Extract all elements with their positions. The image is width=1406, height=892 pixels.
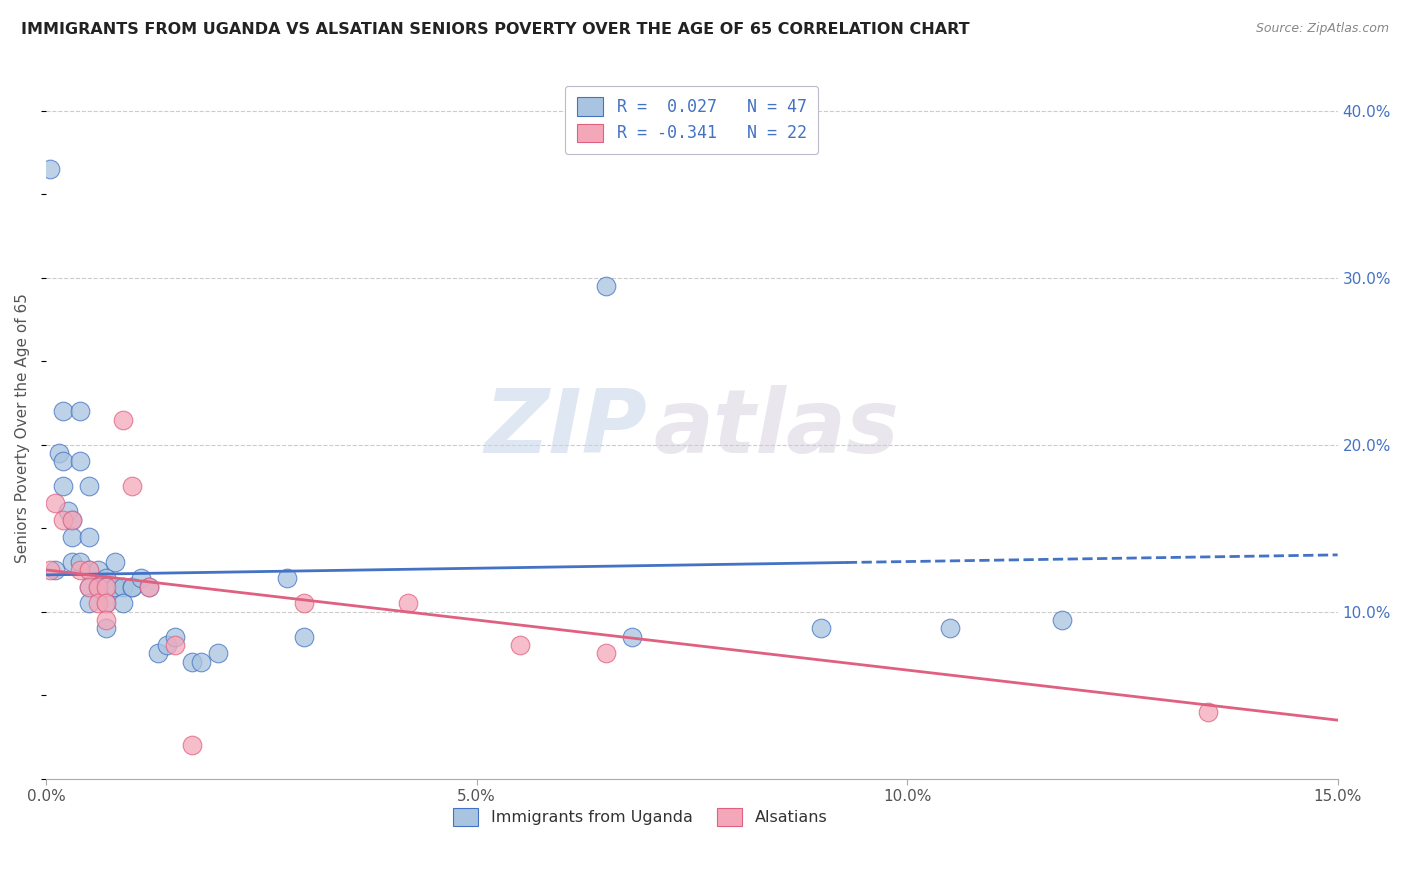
Point <box>181 738 204 752</box>
Point <box>810 621 832 635</box>
Point <box>620 630 643 644</box>
Point <box>165 638 187 652</box>
Point <box>112 596 135 610</box>
Point <box>181 655 204 669</box>
Point <box>1198 705 1220 719</box>
Point <box>69 404 91 418</box>
Point <box>86 596 108 610</box>
Point <box>190 655 212 669</box>
Point <box>138 580 160 594</box>
Point <box>77 580 100 594</box>
Point <box>165 630 187 644</box>
Point <box>96 580 118 594</box>
Point <box>69 563 91 577</box>
Text: atlas: atlas <box>652 384 898 472</box>
Point <box>104 580 127 594</box>
Point <box>595 646 617 660</box>
Point <box>396 596 419 610</box>
Point <box>96 580 118 594</box>
Text: Source: ZipAtlas.com: Source: ZipAtlas.com <box>1256 22 1389 36</box>
Point <box>52 454 75 468</box>
Point <box>292 596 315 610</box>
Point <box>96 596 118 610</box>
Point <box>77 580 100 594</box>
Point <box>56 504 79 518</box>
Point <box>96 613 118 627</box>
Point <box>104 555 127 569</box>
Point <box>60 555 83 569</box>
Point <box>292 630 315 644</box>
Point <box>86 580 108 594</box>
Point <box>276 571 298 585</box>
Point <box>60 529 83 543</box>
Text: ZIP: ZIP <box>484 384 647 472</box>
Point <box>77 596 100 610</box>
Point <box>77 479 100 493</box>
Point <box>52 479 75 493</box>
Legend: Immigrants from Uganda, Alsatians: Immigrants from Uganda, Alsatians <box>444 800 835 834</box>
Point <box>96 571 118 585</box>
Point <box>104 580 127 594</box>
Point <box>44 563 66 577</box>
Point <box>52 404 75 418</box>
Text: IMMIGRANTS FROM UGANDA VS ALSATIAN SENIORS POVERTY OVER THE AGE OF 65 CORRELATIO: IMMIGRANTS FROM UGANDA VS ALSATIAN SENIO… <box>21 22 970 37</box>
Point <box>121 479 143 493</box>
Point <box>86 563 108 577</box>
Point <box>39 162 62 177</box>
Point <box>96 621 118 635</box>
Point <box>509 638 531 652</box>
Point <box>60 513 83 527</box>
Point <box>77 529 100 543</box>
Point <box>44 496 66 510</box>
Point <box>112 580 135 594</box>
Point <box>138 580 160 594</box>
Point <box>48 446 70 460</box>
Point <box>121 580 143 594</box>
Point <box>96 596 118 610</box>
Point <box>121 580 143 594</box>
Point <box>112 412 135 426</box>
Point <box>129 571 152 585</box>
Point <box>69 454 91 468</box>
Point <box>69 555 91 569</box>
Point <box>77 563 100 577</box>
Point <box>595 279 617 293</box>
Point <box>207 646 229 660</box>
Point <box>39 563 62 577</box>
Point <box>86 580 108 594</box>
Point <box>155 638 177 652</box>
Point <box>939 621 962 635</box>
Y-axis label: Seniors Poverty Over the Age of 65: Seniors Poverty Over the Age of 65 <box>15 293 30 563</box>
Point <box>86 580 108 594</box>
Point <box>1050 613 1073 627</box>
Point <box>52 513 75 527</box>
Point <box>77 563 100 577</box>
Point <box>146 646 169 660</box>
Point <box>60 513 83 527</box>
